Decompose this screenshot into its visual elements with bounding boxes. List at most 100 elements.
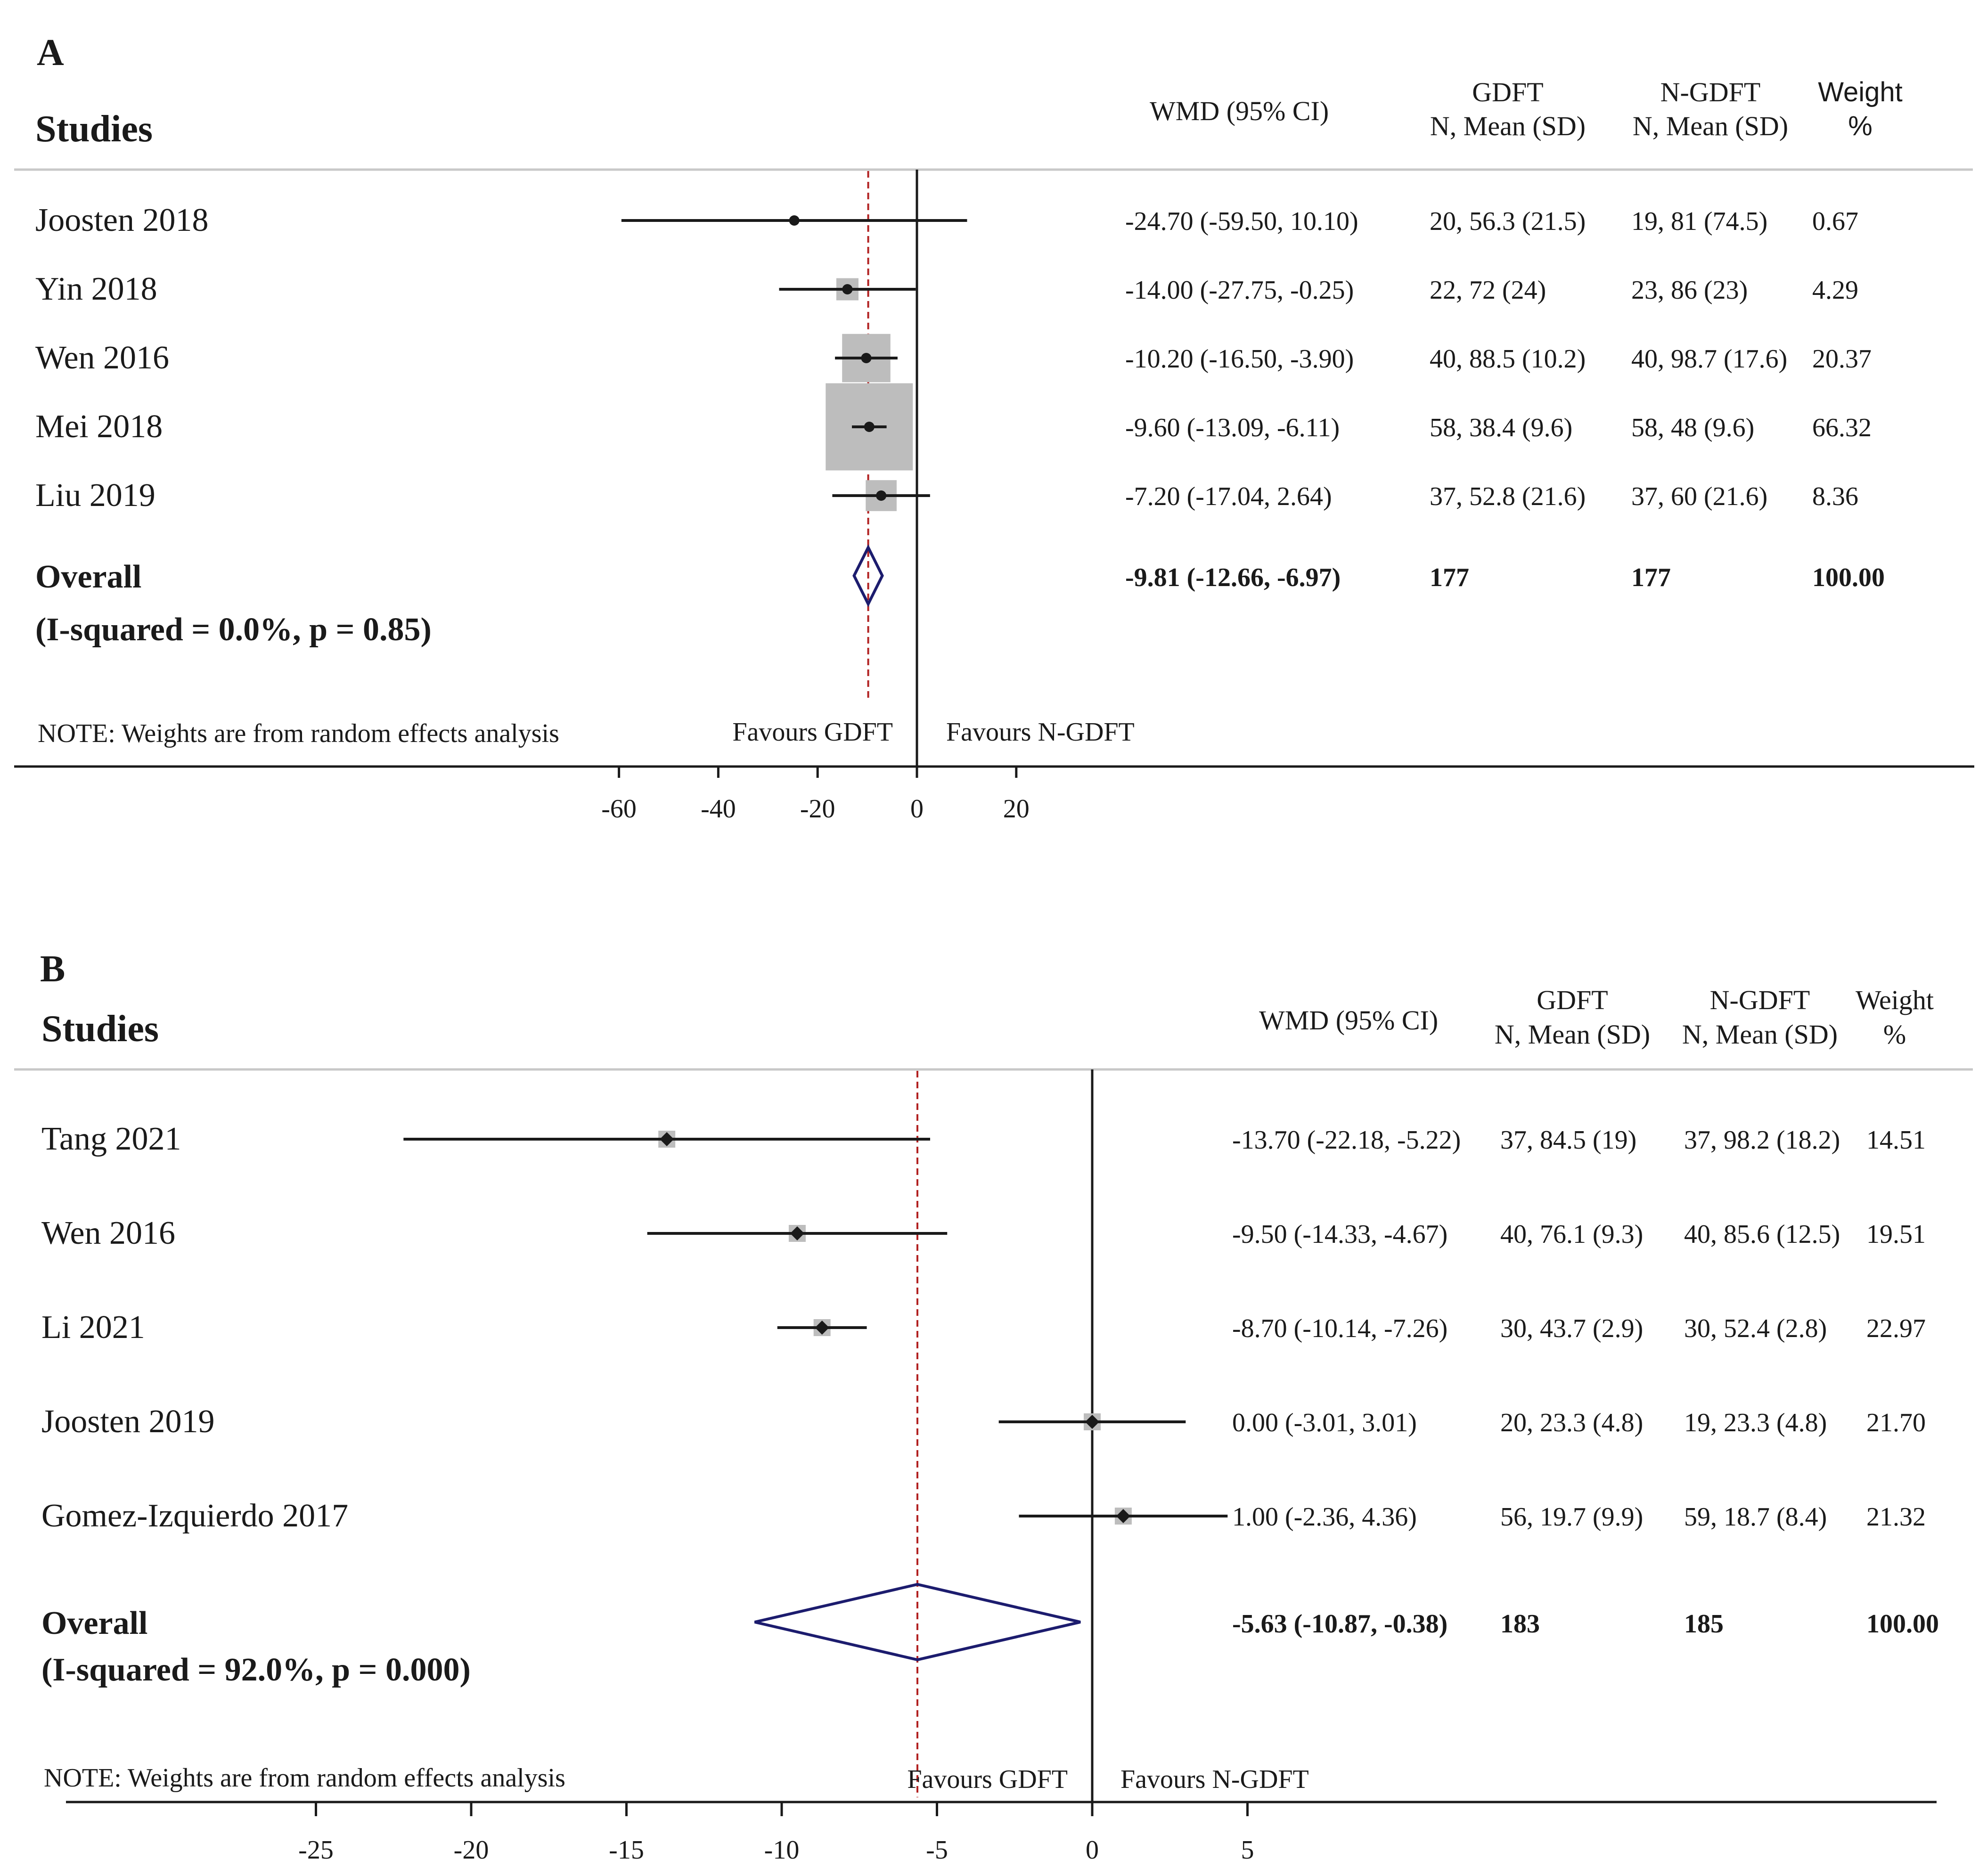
- x-axis-tick-label: -20: [800, 794, 835, 824]
- study-wmd-ci: -13.70 (-22.18, -5.22): [1232, 1126, 1461, 1155]
- gdft-column-subheader: N, Mean (SD): [1495, 1019, 1650, 1050]
- study-weight-percent: 4.29: [1812, 276, 1858, 305]
- x-axis-tick-label: -40: [701, 794, 736, 824]
- overall-label: Overall: [41, 1605, 147, 1641]
- ngdft-column-header: N-GDFT: [1710, 985, 1810, 1015]
- studies-header: Studies: [35, 108, 153, 150]
- x-axis-tick-label: -25: [298, 1835, 334, 1865]
- x-axis-tick-label: -20: [454, 1835, 489, 1865]
- study-ngdft-stats: 37, 60 (21.6): [1631, 482, 1767, 511]
- study-ngdft-stats: 37, 98.2 (18.2): [1684, 1126, 1840, 1155]
- study-point-estimate: [876, 490, 887, 501]
- study-point-estimate: [842, 284, 853, 294]
- study-weight-percent: 0.67: [1812, 207, 1858, 236]
- study-name: Gomez-Izquierdo 2017: [41, 1498, 348, 1534]
- study-point-estimate: [1116, 1509, 1130, 1523]
- panel-label: A: [37, 32, 64, 73]
- study-gdft-stats: 20, 56.3 (21.5): [1430, 207, 1586, 236]
- study-gdft-stats: 58, 38.4 (9.6): [1430, 413, 1572, 442]
- study-wmd-ci: -10.20 (-16.50, -3.90): [1125, 344, 1354, 374]
- study-gdft-stats: 30, 43.7 (2.9): [1500, 1314, 1643, 1343]
- study-point-estimate: [1085, 1415, 1099, 1429]
- study-weight-percent: 66.32: [1812, 413, 1872, 442]
- favours-gdft-label: Favours GDFT: [907, 1765, 1068, 1794]
- study-name: Joosten 2018: [35, 202, 209, 238]
- study-point-estimate: [790, 1226, 804, 1240]
- study-wmd-ci: -14.00 (-27.75, -0.25): [1125, 276, 1354, 305]
- weight-column-header: Weight: [1856, 985, 1934, 1015]
- study-name: Yin 2018: [35, 271, 157, 307]
- x-axis-tick-label: -10: [764, 1835, 800, 1865]
- study-name: Wen 2016: [41, 1215, 175, 1251]
- x-axis-tick-label: -5: [926, 1835, 948, 1865]
- overall-effect-diamond: [852, 544, 884, 607]
- wmd-column-header: WMD (95% CI): [1150, 96, 1329, 126]
- study-weight-percent: 22.97: [1866, 1314, 1926, 1343]
- ngdft-column-header: N-GDFT: [1660, 77, 1761, 107]
- study-name: Li 2021: [41, 1309, 145, 1346]
- wmd-column-header: WMD (95% CI): [1259, 1005, 1438, 1036]
- weight-column-subheader: %: [1848, 111, 1873, 141]
- study-point-estimate: [864, 422, 875, 432]
- gdft-column-header: GDFT: [1537, 985, 1608, 1015]
- study-weight-percent: 8.36: [1812, 482, 1858, 511]
- study-point-estimate: [789, 215, 800, 226]
- weight-column-header: Weight: [1818, 77, 1902, 107]
- study-gdft-stats: 56, 19.7 (9.9): [1500, 1502, 1643, 1532]
- study-ngdft-stats: 19, 81 (74.5): [1631, 207, 1767, 236]
- overall-weight-percent: 100.00: [1866, 1609, 1939, 1639]
- study-ngdft-stats: 40, 98.7 (17.6): [1631, 344, 1787, 374]
- study-wmd-ci: -24.70 (-59.50, 10.10): [1125, 207, 1358, 236]
- ngdft-column-subheader: N, Mean (SD): [1682, 1019, 1838, 1050]
- panel-label: B: [40, 948, 65, 990]
- gdft-column-subheader: N, Mean (SD): [1430, 111, 1586, 141]
- x-axis-tick-label: 0: [1086, 1835, 1099, 1865]
- study-gdft-stats: 20, 23.3 (4.8): [1500, 1408, 1643, 1437]
- study-wmd-ci: 0.00 (-3.01, 3.01): [1232, 1408, 1417, 1437]
- study-ngdft-stats: 59, 18.7 (8.4): [1684, 1502, 1827, 1532]
- study-gdft-stats: 40, 76.1 (9.3): [1500, 1220, 1643, 1249]
- study-gdft-stats: 37, 84.5 (19): [1500, 1126, 1636, 1155]
- overall-weight-percent: 100.00: [1812, 563, 1885, 592]
- study-weight-percent: 21.70: [1866, 1408, 1926, 1437]
- study-name: Liu 2019: [35, 477, 155, 514]
- heterogeneity-stat: (I-squared = 0.0%, p = 0.85): [35, 612, 432, 648]
- study-gdft-stats: 37, 52.8 (21.6): [1430, 482, 1586, 511]
- gdft-column-header: GDFT: [1472, 77, 1543, 107]
- weight-column-subheader: %: [1883, 1019, 1906, 1050]
- heterogeneity-stat: (I-squared = 92.0%, p = 0.000): [41, 1652, 471, 1688]
- study-gdft-stats: 40, 88.5 (10.2): [1430, 344, 1586, 374]
- study-name: Joosten 2019: [41, 1403, 215, 1440]
- study-weight-percent: 19.51: [1866, 1220, 1926, 1249]
- study-point-estimate: [660, 1132, 674, 1146]
- favours-ngdft-label: Favours N-GDFT: [1120, 1765, 1309, 1794]
- study-wmd-ci: -8.70 (-10.14, -7.26): [1232, 1314, 1447, 1343]
- study-point-estimate: [815, 1321, 829, 1335]
- studies-header: Studies: [41, 1008, 159, 1050]
- study-wmd-ci: -7.20 (-17.04, 2.64): [1125, 482, 1332, 511]
- overall-label: Overall: [35, 559, 141, 595]
- study-weight-percent: 21.32: [1866, 1502, 1926, 1532]
- study-name: Tang 2021: [41, 1121, 181, 1157]
- study-weight-percent: 14.51: [1866, 1126, 1926, 1155]
- overall-ngdft-n: 177: [1631, 563, 1671, 592]
- x-axis-tick-label: -60: [601, 794, 637, 824]
- study-ngdft-stats: 19, 23.3 (4.8): [1684, 1408, 1827, 1437]
- study-ngdft-stats: 30, 52.4 (2.8): [1684, 1314, 1827, 1343]
- overall-gdft-n: 177: [1430, 563, 1469, 592]
- study-wmd-ci: -9.50 (-14.33, -4.67): [1232, 1220, 1447, 1249]
- study-gdft-stats: 22, 72 (24): [1430, 276, 1546, 305]
- study-wmd-ci: 1.00 (-2.36, 4.36): [1232, 1502, 1417, 1532]
- overall-wmd-ci: -9.81 (-12.66, -6.97): [1125, 563, 1341, 592]
- study-ngdft-stats: 40, 85.6 (12.5): [1684, 1220, 1840, 1249]
- overall-wmd-ci: -5.63 (-10.87, -0.38): [1232, 1609, 1447, 1639]
- weights-note: NOTE: Weights are from random effects an…: [44, 1763, 565, 1793]
- overall-gdft-n: 183: [1500, 1609, 1540, 1639]
- study-name: Wen 2016: [35, 340, 169, 376]
- x-axis-tick-label: 5: [1241, 1835, 1254, 1865]
- x-axis-tick-label: -15: [609, 1835, 644, 1865]
- study-wmd-ci: -9.60 (-13.09, -6.11): [1125, 413, 1340, 442]
- x-axis-tick-label: 20: [1003, 794, 1030, 824]
- study-name: Mei 2018: [35, 408, 163, 445]
